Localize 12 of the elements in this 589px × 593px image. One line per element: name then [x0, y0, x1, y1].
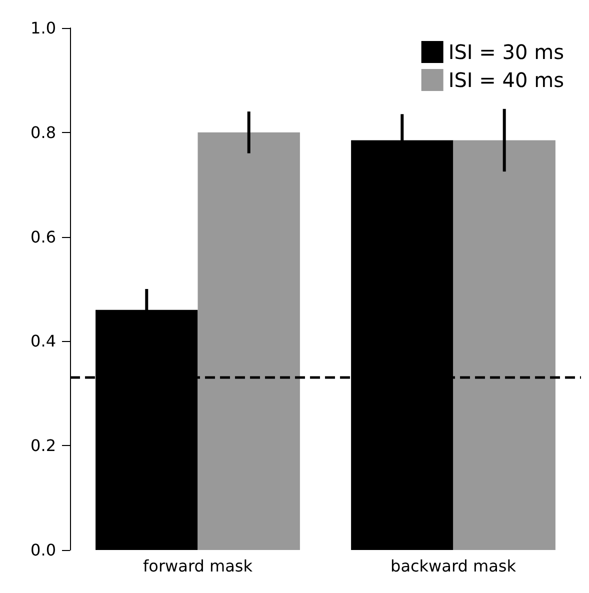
y-tick-label: 1.0	[30, 18, 56, 38]
legend-label: ISI = 30 ms	[448, 40, 564, 64]
bar	[453, 140, 556, 550]
x-tick-label: backward mask	[390, 556, 517, 576]
legend-label: ISI = 40 ms	[448, 68, 564, 92]
y-tick-label: 0.2	[30, 436, 56, 456]
bar	[198, 132, 300, 550]
x-tick-label: forward mask	[143, 556, 254, 576]
y-tick-label: 0.6	[30, 227, 56, 246]
y-tick-label: 0.0	[30, 540, 56, 560]
y-tick-label: 0.8	[30, 122, 56, 142]
y-tick-label: 0.4	[30, 332, 56, 351]
